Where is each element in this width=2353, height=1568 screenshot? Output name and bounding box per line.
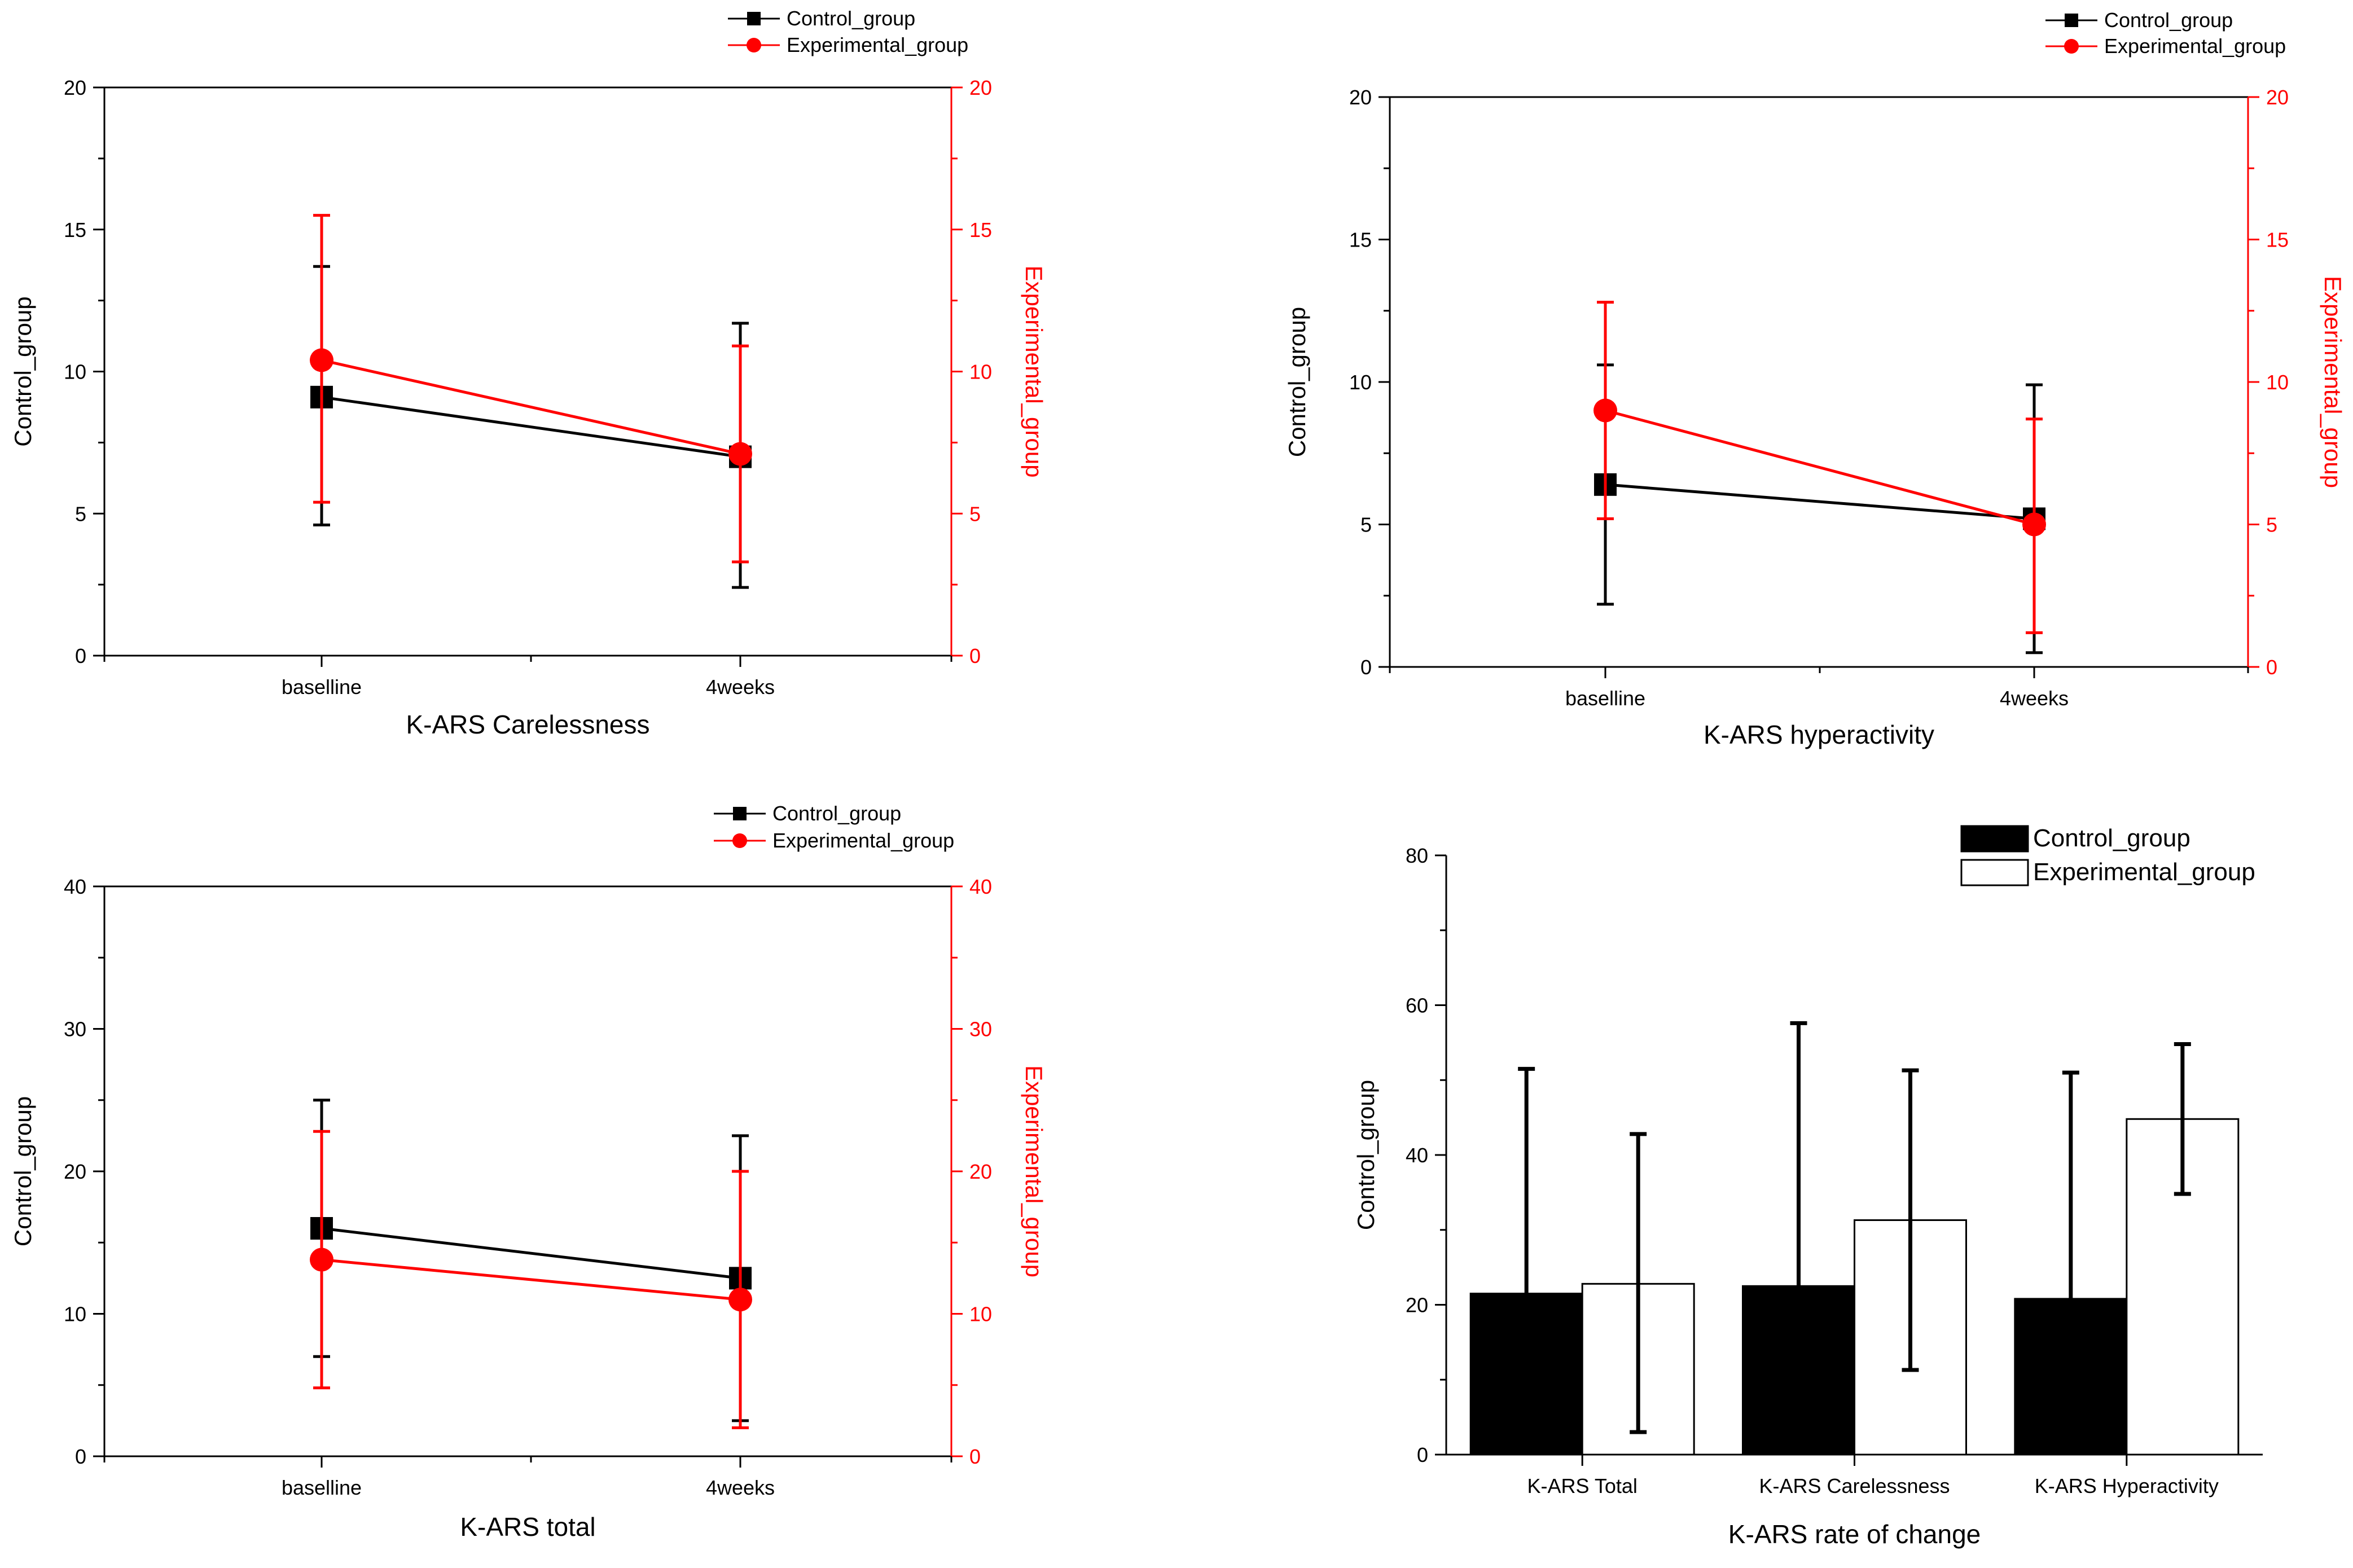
experimental-series-line <box>321 1258 741 1301</box>
y-tick-label: 80 <box>1406 844 1428 867</box>
y2-axis-title: Experimental_group <box>1021 266 1047 478</box>
chart-carelessness: 0 5 10 15 20 0 5 10 15 20 baselline 4weeks K-ARS Car… <box>10 7 1047 739</box>
x-tick-label: 4weeks <box>706 1476 775 1499</box>
y-tick-label: 40 <box>1406 1144 1428 1167</box>
control-series-line <box>321 1227 741 1280</box>
y-tick-label: 10 <box>1349 371 1372 394</box>
y-tick-label: 0 <box>75 1445 86 1468</box>
legend-control-label: Control_group <box>772 802 901 825</box>
y-tick-label: 5 <box>1360 513 1372 537</box>
y-tick-label: 20 <box>1406 1294 1428 1317</box>
y-tick-label: 0 <box>75 644 86 667</box>
y2-axis-title: Experimental_group <box>1021 1065 1047 1277</box>
experimental-point <box>310 1248 333 1272</box>
y2-tick-label: 0 <box>969 1445 981 1468</box>
x-tick-label: baselline <box>1565 687 1645 710</box>
y-tick-label: 15 <box>64 218 86 241</box>
y2-tick-label: 20 <box>969 76 992 99</box>
y-tick-label: 0 <box>1417 1443 1428 1466</box>
experimental-point <box>1593 398 1617 423</box>
x-tick-label: K-ARS Hyperactivity <box>2035 1474 2219 1497</box>
y-tick-label: 20 <box>1349 86 1372 109</box>
y2-tick-label: 30 <box>969 1018 992 1041</box>
y-axis-title: Control_group <box>1353 1080 1379 1230</box>
y2-tick-label: 10 <box>2266 371 2289 394</box>
y-tick-label: 30 <box>64 1018 86 1041</box>
y-axis-title: Control_group <box>10 1096 36 1246</box>
y2-tick-label: 0 <box>969 644 981 667</box>
x-tick-label: baselline <box>282 1476 362 1499</box>
control-series-line <box>321 396 741 459</box>
experimental-point <box>728 1288 752 1312</box>
y2-axis-title: Experimental_group <box>2320 276 2346 488</box>
y-tick-label: 60 <box>1406 994 1428 1017</box>
y2-tick-label: 20 <box>2266 86 2289 109</box>
legend-control-swatch <box>1960 825 2029 853</box>
x-tick-label: K-ARS Total <box>1527 1474 1637 1497</box>
y2-tick-label: 10 <box>969 361 992 384</box>
y2-tick-label: 40 <box>969 875 992 898</box>
y2-tick-label: 10 <box>969 1303 992 1326</box>
legend-experimental-label: Experimental_group <box>787 33 968 56</box>
legend-experimental-label: Experimental_group <box>2033 858 2255 886</box>
chart-total: 0 10 20 30 40 0 10 20 30 40 baselline 4weeks K-ARS t… <box>10 802 1047 1541</box>
y2-tick-label: 0 <box>2266 656 2277 679</box>
control-bar <box>1742 1285 1855 1456</box>
legend-control-label: Control_group <box>2104 8 2233 32</box>
legend-experimental-marker <box>732 833 747 848</box>
x-tick-label: 4weeks <box>706 675 775 699</box>
y2-tick-label: 15 <box>969 218 992 241</box>
y-tick-label: 15 <box>1349 229 1372 252</box>
legend-control-marker <box>747 12 761 25</box>
experimental-series-line <box>1605 409 2035 526</box>
y-axis-title: Control_group <box>10 296 36 446</box>
x-tick-label: baselline <box>282 675 362 699</box>
control-bar <box>2014 1298 2128 1456</box>
legend-experimental-marker <box>2064 39 2079 54</box>
legend-experimental-label: Experimental_group <box>772 829 954 852</box>
legend-control-marker <box>2065 14 2078 27</box>
y-tick-label: 5 <box>75 502 86 525</box>
x-axis-title: K-ARS Carelessness <box>406 710 649 739</box>
chart-rate-of-change: 0 20 40 60 80 K-ARS Total K-ARS Carelessness K-… <box>1353 824 2263 1549</box>
y-tick-label: 20 <box>64 1160 86 1183</box>
control-bar <box>1469 1293 1583 1456</box>
x-tick-label: K-ARS Carelessness <box>1759 1474 1950 1497</box>
x-axis-title: K-ARS hyperactivity <box>1704 720 1934 749</box>
experimental-point <box>728 442 752 466</box>
legend-experimental-swatch <box>1960 859 2029 886</box>
x-axis-title: K-ARS total <box>460 1512 595 1541</box>
x-tick-label: 4weeks <box>2000 687 2069 710</box>
y2-tick-label: 20 <box>969 1160 992 1183</box>
y-axis-title: Control_group <box>1284 307 1310 457</box>
y2-tick-label: 5 <box>969 502 981 525</box>
legend-control-marker <box>733 807 747 820</box>
y-tick-label: 40 <box>64 875 86 898</box>
y2-tick-label: 5 <box>2266 513 2277 537</box>
experimental-series-line <box>321 358 741 455</box>
y-tick-label: 20 <box>64 76 86 99</box>
legend-experimental-marker <box>747 38 761 52</box>
legend-control-label: Control_group <box>2033 824 2190 852</box>
legend-experimental-label: Experimental_group <box>2104 34 2286 58</box>
legend-control-label: Control_group <box>787 7 915 30</box>
y-tick-label: 10 <box>64 361 86 384</box>
experimental-point <box>310 348 333 372</box>
control-series-line <box>1605 483 2035 520</box>
y2-tick-label: 15 <box>2266 229 2289 252</box>
y-tick-label: 0 <box>1360 656 1372 679</box>
y-tick-label: 10 <box>64 1303 86 1326</box>
x-axis-title: K-ARS rate of change <box>1728 1519 1981 1549</box>
experimental-point <box>2022 512 2046 537</box>
chart-hyperactivity: 0 5 10 15 20 0 5 10 15 20 baselline 4weeks K-ARS hyp… <box>1284 8 2346 749</box>
